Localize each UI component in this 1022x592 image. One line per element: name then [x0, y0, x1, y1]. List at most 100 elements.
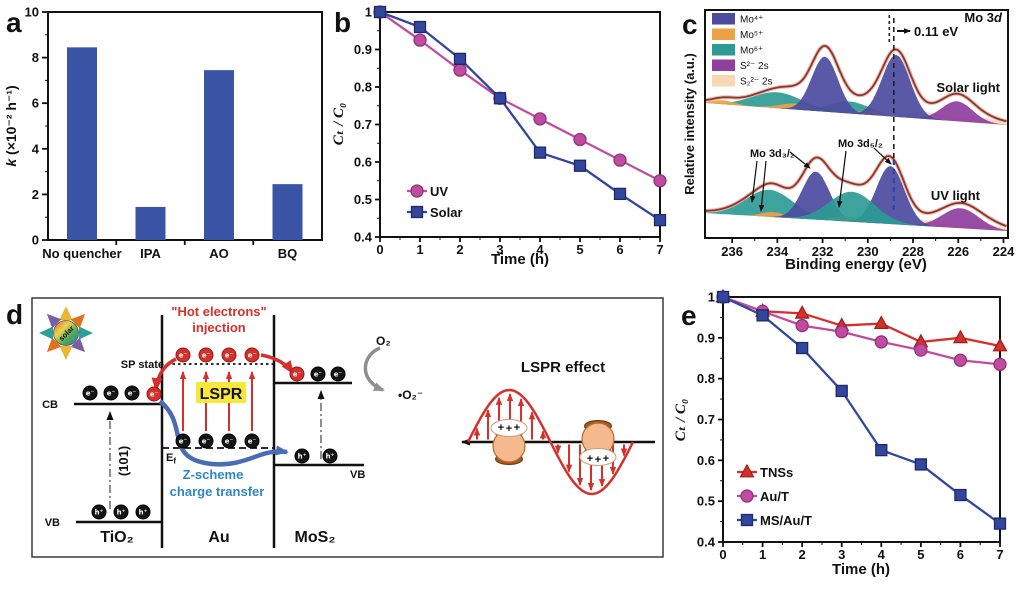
y-tick-label: 0.9 [697, 330, 715, 345]
y-tick-label: 0.7 [697, 412, 715, 427]
data-point-UV [414, 34, 426, 46]
data-point-Solar [655, 215, 666, 226]
hot-electrons-text-2: injection [192, 320, 246, 335]
electron-symbol: e⁻ [128, 390, 137, 398]
category-label: No quencher [42, 246, 121, 261]
hot-electron-symbol: e⁻ [202, 352, 211, 360]
data-point-UV [454, 64, 466, 76]
electron-symbol: e⁻ [225, 438, 234, 446]
panel-c-ylabel: Relative intensity (a.u.) [682, 53, 697, 195]
bar-AO [204, 70, 234, 240]
data-point-Solar [455, 53, 466, 64]
legend-label-MS/Au/T: MS/Au/T [760, 513, 812, 528]
legend-label-mo5: Mo⁵⁺ [740, 30, 763, 41]
data-point-Au/T [915, 344, 927, 356]
y-tick-label: 0.8 [354, 80, 372, 95]
x-tick-label: 5 [917, 547, 924, 562]
vb-label-tio2: VB [45, 517, 60, 529]
y-tick-label: 0.7 [354, 117, 372, 132]
crystal-plane-label: (101) [116, 446, 131, 476]
shift-annotation: 0.11 eV [914, 24, 958, 39]
electron-symbol: e⁻ [334, 371, 343, 379]
hot-electron-symbol: e⁻ [150, 391, 159, 399]
ylabel-units: (×10⁻² h⁻¹) [3, 85, 19, 159]
x-tick-label: 0 [719, 547, 726, 562]
electron-symbol: e⁻ [179, 438, 188, 446]
panel-label-b: b [334, 7, 351, 38]
y-tick-label: 1 [708, 290, 715, 305]
legend-label-mo6: Mo⁶⁺ [740, 46, 763, 57]
electron-symbol: e⁻ [86, 390, 95, 398]
data-point-Solar [415, 22, 426, 33]
electron-symbol: e⁻ [202, 438, 211, 446]
data-point-MS/Au/T [995, 518, 1006, 529]
plus-charge: + [514, 422, 520, 434]
data-point-MS/Au/T [876, 445, 887, 456]
data-point-Solar [535, 147, 546, 158]
hot-electron-symbol: e⁻ [179, 352, 188, 360]
y-tick-label: 4 [32, 141, 40, 156]
legend-label-s22: S₂²⁻ 2s [740, 77, 773, 88]
panel-label-d: d [6, 299, 23, 330]
electron-symbol: e⁻ [107, 390, 116, 398]
legend-marker-Au/T [741, 490, 753, 502]
y-tick-label: 8 [32, 50, 39, 65]
y-tick-label: 0.4 [354, 230, 373, 245]
hole-symbol: h⁺ [326, 453, 335, 461]
bar-IPA [136, 207, 166, 240]
hole-symbol: h⁺ [95, 509, 104, 517]
panel-d-band-diagram: CB VB (101) SP state Ef LSPR "Hot electr… [32, 298, 663, 557]
data-point-UV [574, 134, 586, 146]
legend-label-s2: S²⁻ 2s [740, 61, 769, 72]
electron-symbol: e⁻ [314, 371, 323, 379]
lspr-label: LSPR [200, 386, 243, 403]
plus-charge: + [498, 422, 504, 434]
data-point-TNSs [875, 317, 888, 329]
y-tick-label: 0.5 [697, 494, 715, 509]
cb-label: CB [42, 399, 58, 411]
y-tick-label: 1 [365, 5, 372, 20]
oxygen-label: O₂ [376, 334, 391, 348]
x-tick-label: 6 [616, 242, 623, 257]
y-tick-label: 0.6 [697, 453, 715, 468]
z-scheme-text-2: charge transfer [170, 484, 265, 499]
panel-label-e: e [681, 300, 697, 331]
fermi-E: E [166, 452, 173, 464]
y-tick-label: 0.4 [697, 535, 716, 550]
panel-c-xlabel: Binding energy (eV) [785, 256, 927, 273]
panel-a-ylabel: k (×10⁻² h⁻¹) [3, 85, 19, 166]
data-point-TNSs [954, 331, 967, 343]
y-tick-label: 10 [25, 5, 39, 20]
hole-symbol: h⁺ [298, 453, 307, 461]
legend-swatch-mo5 [712, 29, 735, 41]
legend-swatch-s22 [712, 75, 735, 87]
legend-label-Au/T: Au/T [760, 489, 789, 504]
x-tick-label: 1 [416, 242, 423, 257]
data-point-Au/T [954, 354, 966, 366]
data-point-MS/Au/T [718, 292, 729, 303]
plus-charge: + [506, 423, 512, 435]
data-point-UV [654, 175, 666, 187]
bar-No quencher [67, 47, 97, 240]
x-tick-label: 236 [721, 244, 743, 259]
bar-BQ [273, 184, 303, 240]
hole-symbol: h⁺ [117, 509, 126, 517]
data-point-Solar [575, 160, 586, 171]
x-tick-label: 2 [799, 547, 806, 562]
nanoparticle-1: + + + [491, 420, 527, 465]
panel-e-ylabel: Cₜ / C₀ [673, 399, 689, 441]
category-label: BQ [278, 246, 298, 261]
panel-c-title: Mo 3d [964, 10, 1003, 25]
legend-label-mo4: Mo⁴⁺ [740, 15, 763, 26]
hot-electrons-text-1: "Hot electrons" [171, 304, 266, 319]
legend-label-TNSs: TNSs [760, 465, 793, 480]
y-tick-label: 0.8 [697, 371, 715, 386]
panel-b-xlabel: Time (h) [491, 251, 549, 268]
legend-swatch-mo6 [712, 44, 735, 56]
vb-label-mos2: VB [350, 469, 365, 481]
x-tick-label: 6 [957, 547, 964, 562]
hot-electron-symbol: e⁻ [293, 371, 302, 379]
